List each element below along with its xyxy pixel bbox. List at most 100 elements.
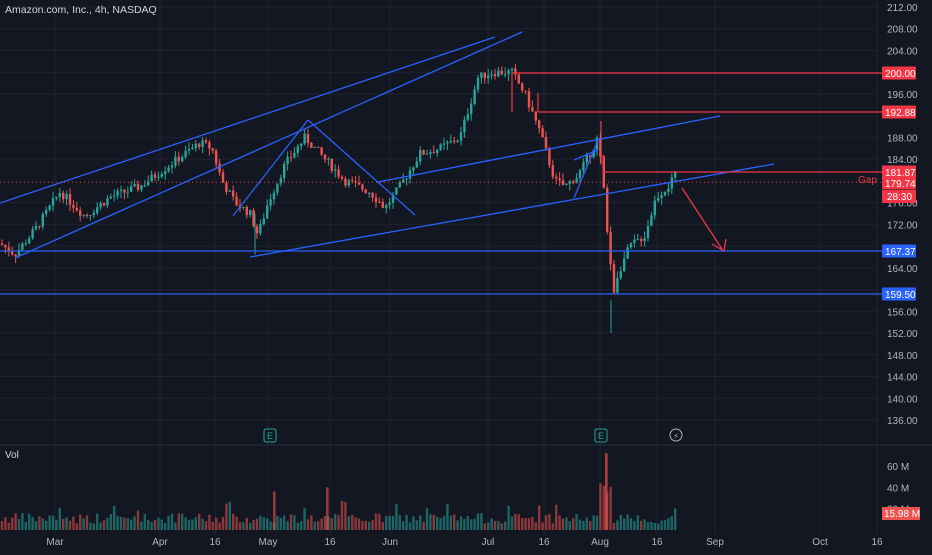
volume-bar bbox=[378, 513, 381, 530]
price-tick-label: 176.00 bbox=[887, 199, 918, 210]
candle-body bbox=[221, 172, 225, 183]
candle-body bbox=[82, 214, 85, 216]
price-tick-label: 140.00 bbox=[887, 394, 918, 405]
candle-body bbox=[347, 180, 350, 186]
volume-bar bbox=[24, 521, 27, 530]
candle-body bbox=[17, 249, 21, 257]
candle-body bbox=[521, 83, 524, 91]
candle-body bbox=[211, 148, 214, 151]
volume-bar bbox=[354, 517, 357, 530]
volume-bar bbox=[449, 515, 452, 530]
volume-bar bbox=[364, 520, 367, 530]
volume-bar bbox=[337, 515, 340, 530]
countdown-label: 28:30 bbox=[887, 192, 912, 203]
candle-body bbox=[99, 203, 102, 208]
candle-body bbox=[633, 239, 636, 244]
candle-body bbox=[660, 195, 663, 198]
volume-bar bbox=[228, 501, 231, 530]
candle-body bbox=[419, 150, 422, 162]
volume-bar bbox=[504, 521, 507, 530]
candle-body bbox=[510, 68, 514, 71]
volume-bar bbox=[650, 521, 653, 530]
trendline bbox=[14, 31, 523, 259]
candle-body bbox=[96, 207, 99, 213]
candle-body bbox=[140, 185, 143, 190]
candle-body bbox=[133, 184, 136, 187]
candle-body bbox=[296, 146, 299, 153]
volume-bar bbox=[187, 520, 191, 530]
candle-body bbox=[252, 210, 255, 227]
candle-body bbox=[279, 178, 282, 184]
candle-body bbox=[381, 201, 384, 208]
candle-body bbox=[157, 176, 160, 178]
volume-bar bbox=[259, 515, 262, 530]
candle-body bbox=[368, 192, 371, 194]
candle-body bbox=[289, 157, 293, 159]
time-tick-label: Oct bbox=[812, 537, 828, 548]
candle-body bbox=[0, 243, 4, 245]
earnings-marker-box bbox=[594, 428, 608, 443]
candle-body bbox=[619, 271, 622, 278]
candle-body bbox=[4, 244, 7, 248]
volume-bar bbox=[575, 514, 578, 530]
candle-body bbox=[612, 264, 616, 293]
candle-body bbox=[558, 178, 561, 181]
volume-bar bbox=[296, 522, 299, 530]
candle-body bbox=[72, 204, 75, 208]
candle-body bbox=[174, 156, 177, 166]
price-tick-label: 172.00 bbox=[887, 220, 918, 231]
candle-body bbox=[572, 181, 575, 184]
volume-bar bbox=[58, 507, 61, 530]
candle-body bbox=[313, 146, 316, 148]
volume-bar bbox=[521, 518, 524, 530]
candle-body bbox=[582, 162, 585, 171]
candle-body bbox=[55, 196, 58, 199]
volume-bar bbox=[595, 515, 599, 530]
volume-bar bbox=[34, 521, 38, 530]
candle-body bbox=[21, 243, 24, 250]
price-level-badge bbox=[882, 165, 916, 179]
candle-body bbox=[483, 72, 486, 79]
countdown-badge bbox=[882, 190, 916, 203]
candle-body bbox=[11, 251, 14, 255]
volume-bar bbox=[473, 518, 476, 530]
volume-bar bbox=[500, 523, 503, 530]
volume-bar bbox=[334, 514, 337, 530]
volume-pane-label: Vol bbox=[5, 450, 19, 461]
volume-bar bbox=[381, 522, 384, 530]
volume-bar bbox=[565, 517, 568, 530]
candle-body bbox=[527, 91, 531, 108]
candle-body bbox=[504, 74, 507, 76]
volume-bar bbox=[313, 521, 316, 530]
candle-body bbox=[204, 140, 208, 143]
candle-body bbox=[119, 189, 123, 192]
candle-body bbox=[269, 199, 272, 206]
candle-body bbox=[306, 133, 310, 143]
candle-body bbox=[170, 165, 174, 168]
candle-body bbox=[177, 156, 180, 162]
candle-body bbox=[357, 182, 361, 185]
volume-bar bbox=[242, 522, 245, 530]
volume-bar bbox=[123, 517, 126, 530]
volume-bar bbox=[41, 518, 44, 530]
volume-bar bbox=[21, 513, 24, 530]
volume-bar bbox=[225, 503, 228, 530]
volume-bar bbox=[147, 519, 150, 530]
volume-bar bbox=[476, 513, 480, 530]
volume-bar bbox=[640, 520, 643, 530]
candle-body bbox=[541, 128, 544, 138]
price-level-label: 200.00 bbox=[885, 69, 916, 80]
candle-body bbox=[181, 157, 184, 162]
price-level-badge bbox=[882, 244, 916, 258]
candle-body bbox=[242, 206, 245, 209]
candle-body bbox=[109, 196, 112, 199]
volume-bar bbox=[116, 516, 119, 530]
volume-bar bbox=[497, 520, 500, 530]
volume-bar bbox=[568, 521, 571, 530]
candle-body bbox=[476, 77, 480, 90]
volume-bar bbox=[181, 513, 184, 530]
volume-bar bbox=[140, 521, 143, 530]
candle-body bbox=[41, 213, 44, 227]
